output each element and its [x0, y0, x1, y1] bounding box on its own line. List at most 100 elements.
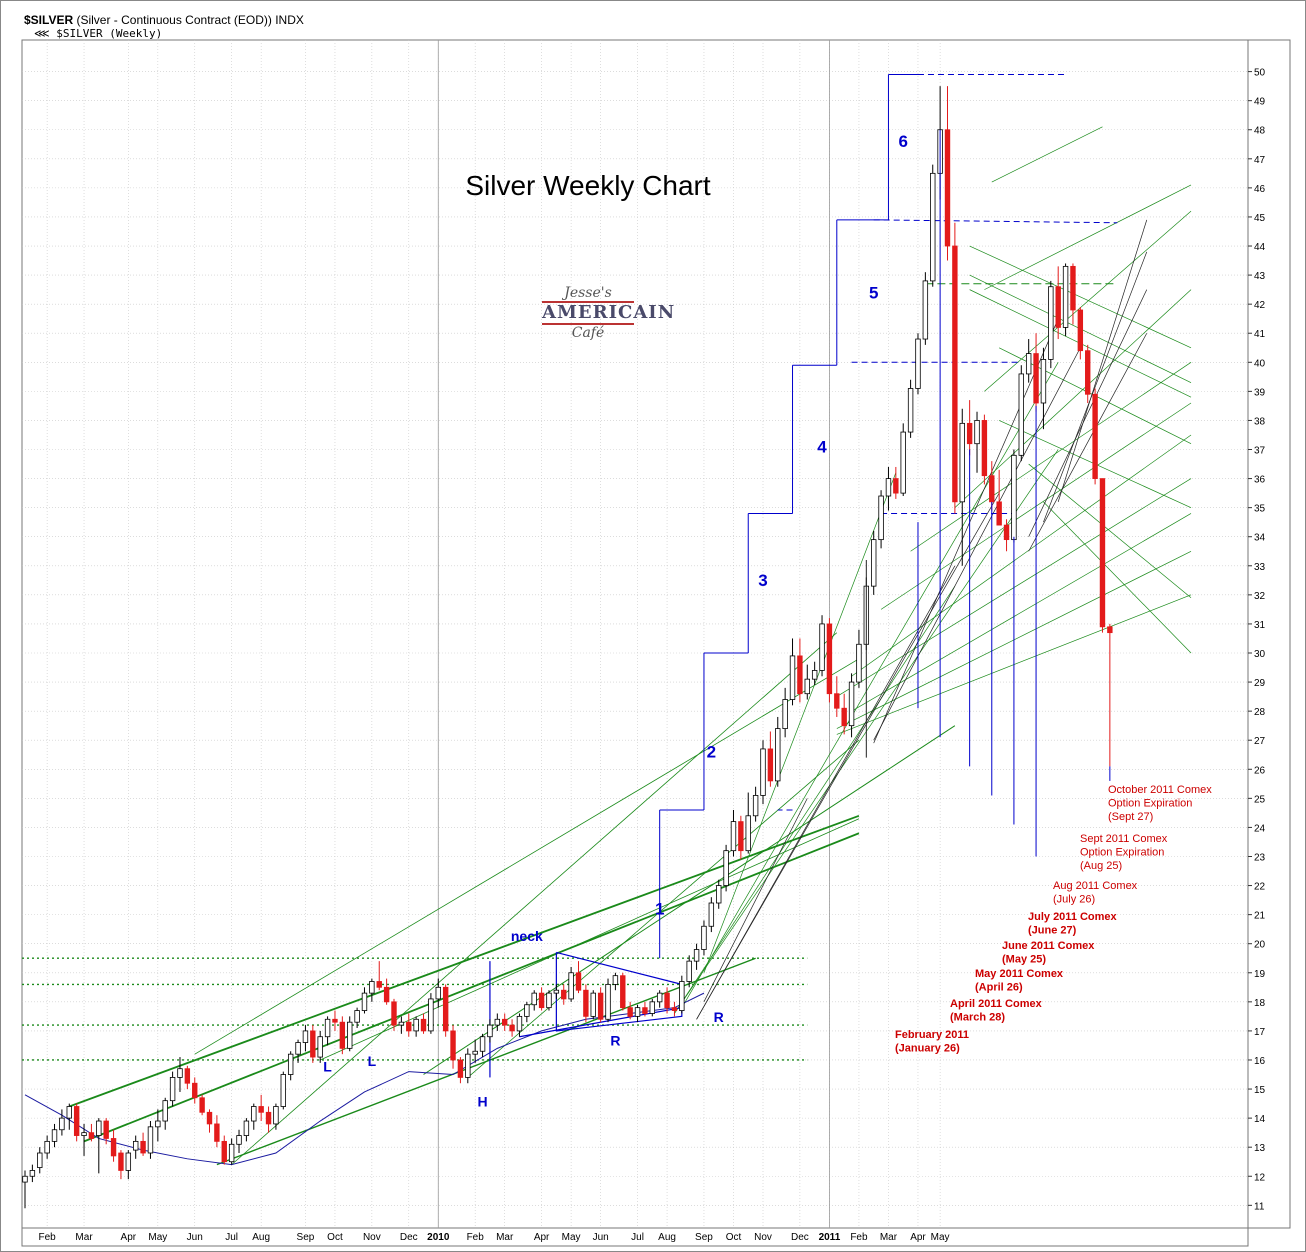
y-tick-label: 33: [1254, 562, 1266, 573]
candle-body: [155, 1120, 161, 1128]
candle-body: [317, 1036, 323, 1058]
candle-body: [295, 1042, 301, 1055]
candle-body: [553, 989, 560, 994]
candle-body: [265, 1111, 272, 1125]
candle-body: [236, 1135, 242, 1145]
candle-body: [369, 981, 375, 994]
expiration-label: Sept 2011 Comex: [1080, 833, 1168, 845]
y-tick-label: 40: [1254, 358, 1266, 369]
x-tick-label: Aug: [658, 1232, 676, 1243]
y-tick-label: 24: [1254, 823, 1266, 834]
candle-body: [206, 1111, 213, 1125]
y-tick-label: 32: [1254, 591, 1266, 602]
x-tick-label: Nov: [754, 1232, 772, 1243]
candle-body: [147, 1126, 154, 1154]
wave-label: 1: [655, 900, 664, 919]
candle-body: [81, 1132, 87, 1136]
y-tick-label: 15: [1254, 1085, 1266, 1096]
candle-body: [745, 815, 751, 852]
y-tick-label: 28: [1254, 707, 1266, 718]
candle-body: [420, 1018, 427, 1032]
candle-body: [501, 1018, 508, 1026]
candle-body: [730, 821, 737, 852]
y-tick-label: 19: [1254, 969, 1266, 980]
candle-body: [1048, 286, 1054, 360]
candle-body: [1055, 286, 1061, 328]
candle-body: [826, 623, 833, 695]
wave-label: 4: [817, 437, 827, 456]
fan-line: [1028, 289, 1148, 537]
candle-body: [679, 981, 685, 1011]
y-tick-label: 35: [1254, 504, 1266, 515]
x-tick-label: Dec: [400, 1232, 418, 1243]
y-tick-label: 23: [1254, 852, 1266, 863]
expiration-label: June 2011 Comex: [1002, 940, 1095, 952]
expiration-label: Aug 2011 Comex: [1053, 880, 1138, 892]
y-tick-label: 26: [1254, 765, 1266, 776]
candle-body: [472, 1050, 478, 1055]
candle-body: [775, 728, 781, 782]
candle-body: [509, 1024, 515, 1032]
candle-body: [280, 1074, 286, 1107]
y-tick-label: 44: [1254, 242, 1266, 253]
candle-body: [723, 850, 729, 886]
fan-line: [696, 565, 956, 1020]
candle-body: [1062, 265, 1069, 328]
trend-line: [954, 289, 1192, 508]
candle-body: [834, 693, 840, 709]
candle-body: [981, 420, 988, 477]
trend-line: [969, 245, 1192, 349]
candle-body: [885, 478, 892, 497]
candle-body: [561, 989, 567, 1000]
candle-body: [686, 960, 692, 982]
wave-label: 2: [707, 743, 716, 762]
candle-body: [900, 431, 906, 494]
y-tick-label: 30: [1254, 649, 1266, 660]
x-tick-label: Feb: [467, 1232, 485, 1243]
candle-body: [1025, 353, 1032, 375]
candle-body: [878, 495, 884, 541]
x-tick-label: Jul: [225, 1232, 238, 1243]
x-tick-label: Jun: [593, 1232, 609, 1243]
trend-line: [423, 725, 956, 1075]
candle-body: [664, 992, 670, 1009]
candle-body: [871, 539, 877, 587]
y-tick-label: 36: [1254, 475, 1266, 486]
chart-header: $SILVER (Silver - Continuous Contract (E…: [0, 0, 1306, 40]
pattern-label: L: [368, 1053, 377, 1069]
trend-line: [984, 184, 1192, 290]
candle-body: [1033, 353, 1039, 404]
y-tick-label: 38: [1254, 416, 1266, 427]
candle-body: [243, 1120, 250, 1136]
candle-body: [37, 1152, 43, 1168]
candle-body: [966, 422, 973, 445]
expiration-label: (July 26): [1053, 894, 1095, 906]
chart-title: Silver Weekly Chart: [465, 170, 711, 201]
candle-body: [406, 1021, 412, 1032]
wave-label: 6: [898, 132, 907, 151]
candle-body: [819, 623, 825, 671]
candle-body: [649, 1001, 655, 1014]
x-tick-label: Apr: [910, 1232, 926, 1243]
candle-body: [354, 1010, 360, 1023]
candle-body: [856, 643, 862, 683]
candle-body: [1085, 350, 1091, 395]
candle-body: [782, 699, 788, 729]
candle-body: [199, 1097, 205, 1113]
series-label: ⋘ $SILVER (Weekly): [34, 27, 163, 40]
candle-body: [974, 420, 980, 445]
candle-body: [1011, 454, 1017, 541]
candle-body: [597, 992, 604, 1020]
x-tick-label: Jun: [187, 1232, 203, 1243]
candle-body: [1092, 393, 1098, 479]
candle-body: [930, 172, 936, 282]
y-tick-label: 46: [1254, 184, 1266, 195]
candle-body: [922, 280, 929, 340]
candle-body: [1077, 309, 1084, 352]
fan-line: [1043, 251, 1148, 523]
expiration-label: (January 26): [895, 1043, 960, 1055]
x-tick-label: Aug: [252, 1232, 270, 1243]
expiration-label: October 2011 Comex: [1108, 784, 1212, 796]
series-icon: ⋘: [34, 27, 57, 40]
trend-line: [851, 513, 1192, 712]
